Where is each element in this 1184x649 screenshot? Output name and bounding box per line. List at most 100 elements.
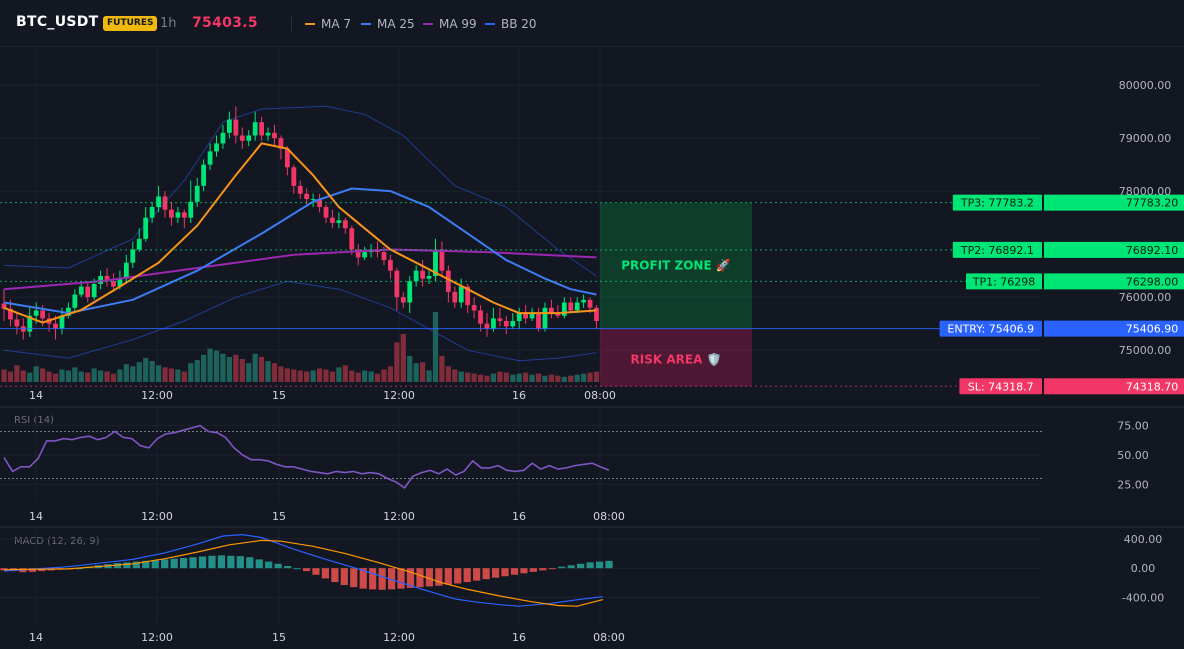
candle-body [323,207,329,218]
level-tag-4: SL: 74318.7 [968,380,1034,393]
volume-bar [14,365,20,382]
candle-body [594,307,599,322]
candle-body [239,135,245,141]
time-tick: 08:00 [593,631,625,644]
macd-histogram-bar [548,568,556,570]
volume-bar [233,354,239,382]
macd-histogram-bar [510,568,519,575]
volume-bar [561,376,567,382]
volume-bar [574,374,580,382]
price-levels: TP3: 77783.2 77783.20 TP2: 76892.1 76892.10… [0,194,1184,395]
timeframe-label[interactable]: 1h [160,16,177,31]
volume-bar [143,357,149,382]
macd-histogram-bar [340,568,348,585]
candle-body [175,212,181,218]
candle-body [297,185,303,194]
candle-body [471,305,477,311]
time-tick: 16 [512,510,526,523]
indicator-ma99[interactable]: MA 99 [423,17,477,31]
volume-bar [265,361,271,382]
candle-body [561,302,567,316]
candle-body [233,119,239,136]
risk-area-label: RISK AREA 🛡️ [631,353,722,367]
macd-histogram-bar [387,568,396,590]
rsi-y-tick: 75.00 [1117,420,1149,433]
level-tag-1: TP2: 76892.1 [960,244,1034,257]
candle-body [510,321,516,327]
ma7-swatch [305,22,315,25]
macd-panel-title: MACD (12, 26, 9) [14,536,100,547]
volume-bar [7,371,14,382]
macd-histogram-bar [161,559,169,569]
candle-body [407,281,413,303]
volume-bar [46,371,52,382]
level-price-bg-3 [1044,320,1184,337]
macd-histogram-bar [463,568,471,583]
rsi-panel [0,424,1042,490]
ma25-line [3,187,597,315]
time-tick: 08:00 [593,510,625,523]
ma25-swatch [361,22,371,25]
macd-histogram-bar [208,555,216,569]
rsi-panel-title: RSI (14) [14,415,54,426]
candle-body [1,303,7,309]
macd-panel [0,533,613,607]
volume-bar [239,359,245,382]
macd-histogram-bar [76,568,84,570]
macd-histogram-bar [302,568,311,572]
level-tag-2: TP1: 76298 [972,275,1036,288]
candle-body [53,323,58,329]
zone-layer: PROFIT ZONE 🚀 RISK AREA 🛡️ [600,202,752,387]
volume-bar [85,372,91,382]
volume-bar [587,372,593,382]
candle-body [284,148,290,168]
volume-bar [304,371,310,382]
volume-bar [471,373,477,382]
level-tag-0: TP3: 77783.2 [960,197,1034,210]
candle-body [304,193,310,200]
volume-bar [581,373,587,382]
volume-bars [1,312,600,382]
macd-histogram-bar [28,568,36,572]
macd-histogram-bar [265,561,273,569]
axes: 80000.00 79000.00 78000.00 76000.00 75000.00… [29,79,1171,644]
indicator-bb20[interactable]: BB 20 [485,17,537,31]
macd-histogram-bar [435,568,443,586]
volume-bar [91,368,97,382]
candle-body [426,275,432,279]
candle-body [78,286,84,295]
candle-body [330,217,335,223]
indicator-ma25[interactable]: MA 25 [361,17,415,31]
candle-body [465,286,471,306]
macd-y-tick: 0.00 [1131,562,1156,575]
volume-bar [535,373,542,382]
volume-bar [226,356,232,382]
volume-bar [310,370,316,382]
candle-body [381,252,387,261]
volume-bar [523,372,529,382]
volume-bar [175,369,181,382]
symbol-label[interactable]: BTC_USDT [16,14,99,30]
ma99-swatch [423,22,433,25]
time-tick: 14 [29,631,43,644]
macd-histogram-bar [227,555,235,569]
volume-bar [529,374,535,382]
candle-body [246,135,252,141]
candle-body [549,307,554,314]
candle-body [497,318,503,322]
time-tick: 12:00 [383,389,415,402]
macd-histogram-bar [283,566,292,569]
candle-body [433,249,438,276]
indicator-ma7[interactable]: MA 7 [305,17,351,31]
main-y-tick: 79000.00 [1119,132,1172,145]
candle-body [458,286,464,303]
volume-bar [259,356,265,382]
volume-bar [400,333,406,382]
candle-body [355,249,361,258]
signal-line [3,539,604,607]
volume-bar [484,375,490,382]
bb-lower-line [3,280,597,362]
macd-histogram-bar [369,568,377,590]
macd-histogram-bar [397,568,405,589]
